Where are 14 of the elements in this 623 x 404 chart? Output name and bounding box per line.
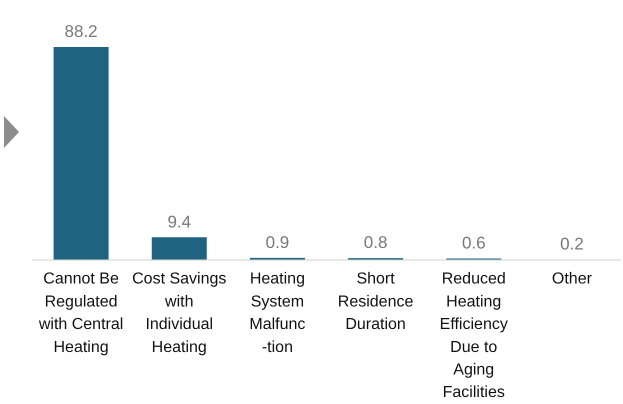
x-tick-label: Short Residence Duration [338, 270, 414, 334]
x-tick-label: Heating System Malfunc -tion [249, 270, 306, 356]
data-label: 0.6 [462, 234, 486, 253]
data-label: 0.8 [364, 233, 388, 252]
data-label: 88.2 [64, 22, 98, 41]
bar [152, 237, 207, 260]
data-label: 0.9 [266, 232, 290, 252]
x-tick-label: Cannot Be Regulated with Central Heating [38, 270, 124, 356]
data-label: 0.2 [560, 234, 584, 254]
x-tick-label: Reduced Heating Efficiency Due to Aging Facilities [440, 270, 508, 402]
bar [54, 47, 109, 260]
x-tick-label: Cost Savings with Individual Heating [132, 270, 226, 356]
x-tick-label: Other [552, 270, 593, 288]
data-label: 9.4 [167, 212, 192, 232]
